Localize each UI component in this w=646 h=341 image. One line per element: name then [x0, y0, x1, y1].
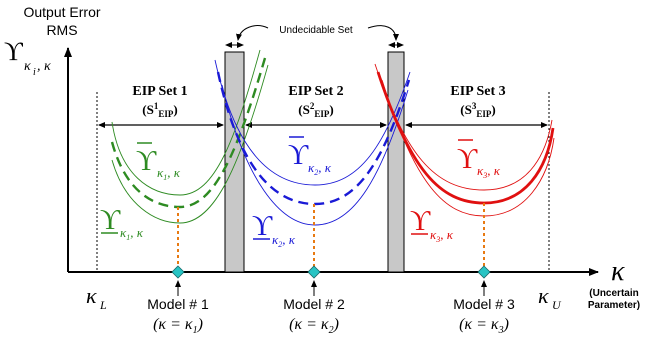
svg-text:ϒ: ϒ: [252, 211, 273, 242]
model-1-curves: [110, 49, 269, 224]
eip-set-2-label: EIP Set 2 (S2EIP): [288, 84, 343, 119]
svg-text:ϒ: ϒ: [100, 205, 121, 236]
svg-text:κ2, κ: κ2, κ: [308, 160, 332, 177]
svg-text:ϒ: ϒ: [136, 146, 157, 177]
svg-text:(S1EIP): (S1EIP): [142, 101, 177, 119]
svg-text:EIP Set 2: EIP Set 2: [288, 84, 343, 99]
undecidable-bar-2: [387, 51, 405, 273]
svg-text:κ1, κ: κ1, κ: [120, 225, 144, 242]
model-1-upper-bound-curve: [111, 49, 261, 196]
model-2-equation: (κ = κ2): [289, 316, 339, 336]
model-1-marker: [171, 265, 185, 279]
model-2-marker: [307, 265, 321, 279]
svg-text:κ: κ: [24, 59, 31, 74]
y-axis-label-line2: RMS: [46, 22, 77, 38]
svg-text:EIP Set 3: EIP Set 3: [450, 84, 505, 99]
svg-text:ϒ: ϒ: [457, 144, 478, 175]
kappa-l-label: κ L: [86, 283, 107, 312]
y-axis-label-line1: Output Error: [23, 4, 100, 20]
svg-text:, κ: , κ: [37, 59, 51, 74]
model-1-lower-bound-curve: [111, 64, 269, 224]
model-2-upper-bound-label: ϒ κ2, κ: [288, 136, 332, 177]
model-2-lower-bound-label: ϒ κ2, κ: [252, 211, 296, 249]
eip-set-1-label: EIP Set 1 (S1EIP): [132, 84, 187, 119]
svg-text:ϒ: ϒ: [4, 37, 24, 66]
model-2-label: Model # 2: [283, 296, 345, 312]
eip-set-3-label: EIP Set 3 (S3EIP): [450, 84, 505, 119]
svg-text:L: L: [99, 298, 107, 312]
model-2-upper-bound-curve: [214, 59, 411, 186]
svg-text:κ3, κ: κ3, κ: [477, 163, 501, 180]
model-1-lower-bound-label: ϒ κ1, κ: [100, 205, 144, 242]
undecidable-set-label: Undecidable Set: [279, 25, 353, 36]
model-3-equation: (κ = κ3): [459, 316, 509, 336]
undecidable-pointer-left: [236, 25, 269, 41]
svg-text:EIP Set 1: EIP Set 1: [132, 84, 187, 99]
svg-text:ϒ: ϒ: [410, 206, 431, 237]
y-axis-symbol: ϒ κ i , κ: [4, 37, 51, 78]
model-3-lower-bound-label: ϒ κ3, κ: [410, 206, 454, 244]
kappa-u-label: κ U: [538, 283, 562, 312]
model-3-upper-bound-label: ϒ κ3, κ: [457, 139, 501, 180]
model-3-label: Model # 3: [453, 296, 515, 312]
svg-text:κ2, κ: κ2, κ: [272, 232, 296, 249]
svg-text:κ: κ: [538, 283, 549, 308]
model-3-marker: [477, 265, 491, 279]
svg-text:(S3EIP): (S3EIP): [460, 101, 495, 119]
model-1-equation: (κ = κ1): [153, 316, 203, 336]
x-axis-symbol: κ: [611, 256, 625, 287]
svg-text:κ1, κ: κ1, κ: [157, 165, 181, 182]
model-1-upper-bound-label: ϒ κ1, κ: [136, 142, 181, 182]
x-axis-caption-line1: (Uncertain: [589, 288, 638, 299]
svg-text:(S2EIP): (S2EIP): [298, 101, 333, 119]
model-1-nominal-curve: [110, 57, 267, 209]
svg-text:κ: κ: [86, 283, 97, 308]
svg-text:i: i: [33, 67, 36, 78]
svg-text:κ3, κ: κ3, κ: [430, 227, 454, 244]
model-3-nominal-curve: [376, 71, 555, 205]
svg-text:U: U: [552, 298, 562, 312]
model-1-label: Model # 1: [147, 296, 209, 312]
x-axis-caption-line2: Parameter): [588, 300, 640, 311]
svg-text:ϒ: ϒ: [288, 140, 309, 171]
undecidable-bar-1: [224, 51, 245, 273]
undecidable-pointer-right: [367, 25, 399, 41]
